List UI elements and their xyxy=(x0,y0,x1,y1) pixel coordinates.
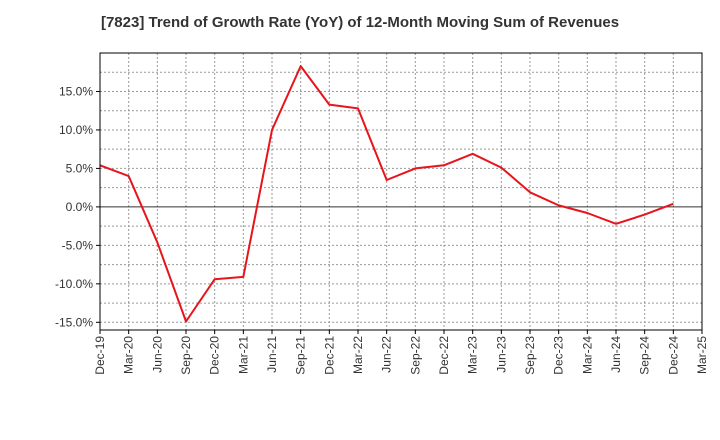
plot-border xyxy=(99,52,703,331)
x-tick-label: Sep-21 xyxy=(294,336,308,375)
x-tick-label: Dec-21 xyxy=(322,336,336,375)
y-tick-label: 5.0% xyxy=(66,161,94,175)
y-tick-label: 15.0% xyxy=(59,84,93,98)
plot-area xyxy=(100,53,702,330)
x-tick-label: Dec-20 xyxy=(208,336,222,375)
x-tick-label: Sep-24 xyxy=(638,336,652,375)
x-tick-label: Jun-24 xyxy=(609,336,623,373)
x-tick-label: Mar-21 xyxy=(236,336,250,374)
x-tick-label: Dec-22 xyxy=(437,336,451,375)
y-tick-label: 0.0% xyxy=(66,200,94,214)
x-tick-label: Jun-23 xyxy=(494,336,508,373)
x-tick-label: Dec-24 xyxy=(666,336,680,375)
x-tick-label: Dec-19 xyxy=(93,336,107,375)
x-tick-label: Mar-22 xyxy=(351,336,365,374)
y-tick-label: 10.0% xyxy=(59,123,93,137)
series-line xyxy=(99,65,674,323)
x-tick-label: Sep-23 xyxy=(523,336,537,375)
x-tick-label: Jun-22 xyxy=(380,336,394,373)
x-tick-labels: Dec-19 Mar-20 Jun-20 Sep-20 Dec-20 Mar-21 Jun-… xyxy=(93,330,709,375)
x-tick-label: Jun-20 xyxy=(150,336,164,373)
y-tick-labels: 15.0% 10.0% 5.0% 0.0% -5.0% -10.0% -15.0% xyxy=(55,84,100,329)
series-group xyxy=(99,65,674,323)
chart-title: [7823] Trend of Growth Rate (YoY) of 12-… xyxy=(100,14,620,31)
y-tick-label: -5.0% xyxy=(62,238,94,252)
x-tick-label: Dec-23 xyxy=(552,336,566,375)
x-tick-label: Mar-20 xyxy=(122,336,136,374)
x-tick-label: Mar-25 xyxy=(695,336,709,374)
y-tick-label: -10.0% xyxy=(55,277,93,291)
x-tick-label: Jun-21 xyxy=(265,336,279,373)
x-tick-label: Sep-22 xyxy=(408,336,422,375)
horizontal-gridlines xyxy=(100,71,702,323)
x-tick-label: Mar-24 xyxy=(580,336,594,374)
x-tick-label: Mar-23 xyxy=(466,336,480,374)
y-tick-label: -15.0% xyxy=(55,315,93,329)
x-tick-label: Sep-20 xyxy=(179,336,193,375)
